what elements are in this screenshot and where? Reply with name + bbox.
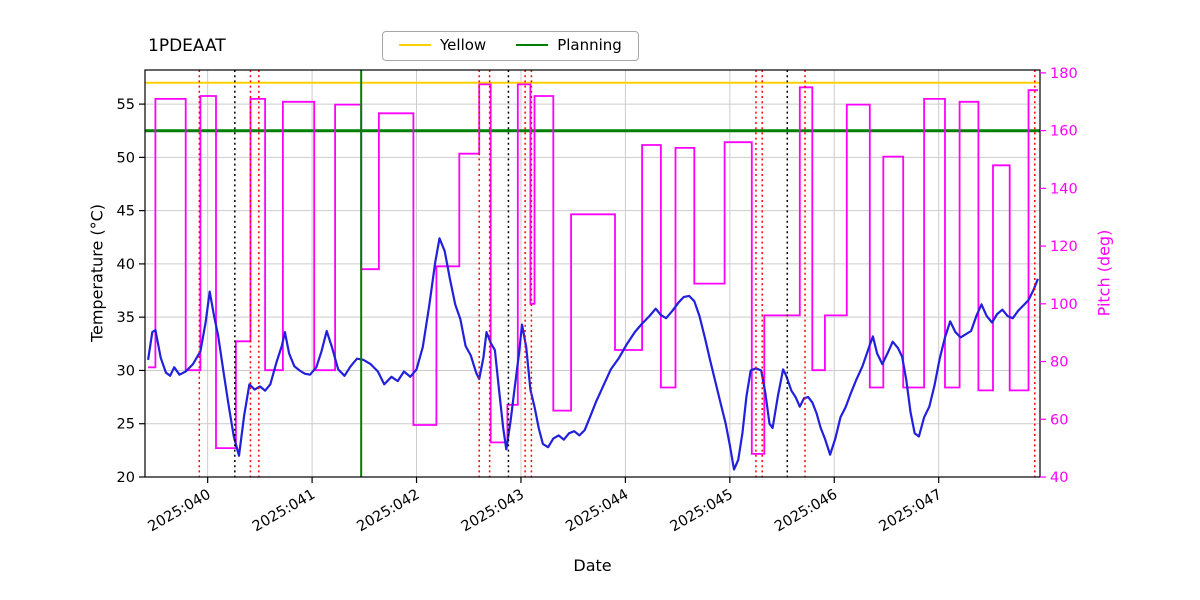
x-axis-label: Date (573, 556, 612, 575)
x-tick-label: 2025:043 (459, 487, 527, 536)
y-tick-label-left: 40 (117, 257, 135, 273)
y-tick-label-left: 35 (117, 310, 135, 326)
y-tick-label-left: 55 (117, 97, 135, 113)
y-tick-label-right: 120 (1050, 239, 1078, 255)
legend-entry-yellow: Yellow (399, 36, 486, 54)
y-axis-label-left: Temperature (°C) (87, 203, 107, 343)
legend-label-planning: Planning (557, 36, 622, 54)
y-tick-label-right: 140 (1050, 181, 1078, 197)
pitch-line (148, 83, 1038, 455)
x-tick-label: 2025:044 (563, 487, 631, 536)
y-tick-label-left: 30 (117, 363, 135, 379)
y-tick-label-left: 50 (117, 150, 135, 166)
plot-frame (144, 69, 1041, 478)
y-tick-label-left: 25 (117, 417, 135, 433)
y-tick-label-left: 45 (117, 204, 135, 220)
y-tick-label-right: 100 (1050, 297, 1078, 313)
temperature-line (147, 237, 1039, 471)
yellow-line-swatch (399, 44, 431, 46)
y-tick-label-right: 40 (1050, 470, 1068, 486)
planning-line-swatch (516, 44, 549, 46)
x-tick-label: 2025:045 (668, 487, 736, 536)
x-tick-label: 2025:042 (354, 487, 422, 536)
x-tick-label: 2025:041 (250, 487, 318, 536)
y-tick-label-right: 80 (1050, 355, 1068, 371)
y-tick-label-left: 20 (117, 470, 135, 486)
x-tick-label: 2025:047 (877, 487, 945, 536)
y-tick-label-right: 160 (1050, 124, 1078, 140)
legend-entry-planning: Planning (516, 36, 622, 54)
y-tick-label-right: 180 (1050, 66, 1078, 82)
y-tick-label-right: 60 (1050, 412, 1068, 428)
legend-label-yellow: Yellow (440, 36, 487, 54)
x-tick-label: 2025:046 (772, 487, 840, 536)
legend: Yellow Planning (382, 31, 639, 61)
chart-title: 1PDEAAT (148, 36, 226, 56)
x-tick-label: 2025:040 (145, 487, 213, 536)
y-axis-label-right: Pitch (deg) (1094, 229, 1114, 317)
